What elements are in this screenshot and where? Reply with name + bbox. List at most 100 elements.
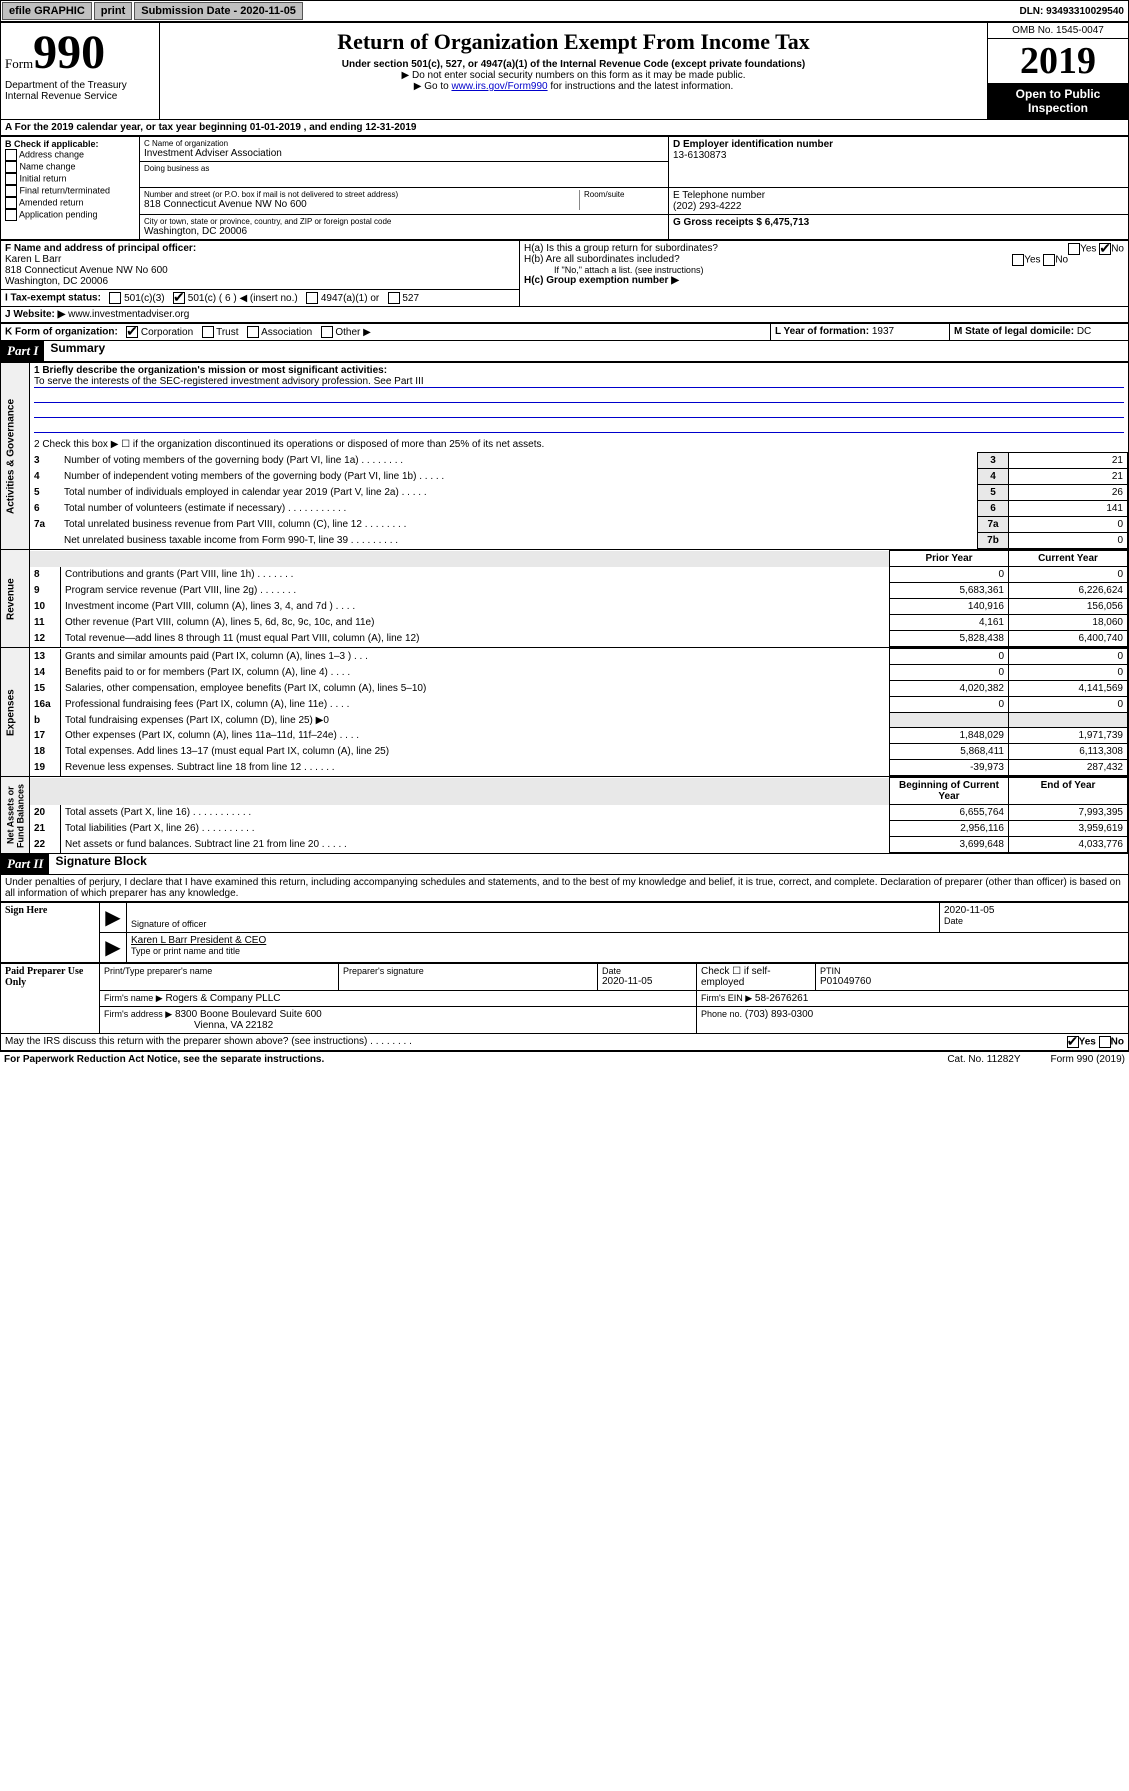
addr-label: Number and street (or P.O. box if mail i… — [144, 190, 579, 199]
k-opt[interactable]: Other ▶ — [312, 327, 371, 338]
hc: H(c) Group exemption number ▶ — [524, 275, 1124, 286]
mission-blank-line — [34, 388, 1124, 403]
efile-button[interactable]: efile GRAPHIC — [2, 2, 92, 20]
irs-link[interactable]: www.irs.gov/Form990 — [451, 81, 547, 92]
mission-blank-line — [34, 403, 1124, 418]
sign-here-block: Sign Here ▶ Signature of officer 2020-11… — [0, 902, 1129, 963]
preparer-sig-label: Preparer's signature — [343, 966, 593, 976]
box-b-item[interactable]: Application pending — [5, 209, 135, 221]
tax-status-opt[interactable]: 527 — [379, 293, 419, 304]
table-header-row: Beginning of Current YearEnd of Year — [30, 778, 1128, 805]
hb-no-checkbox[interactable] — [1043, 254, 1055, 266]
org-name: Investment Adviser Association — [144, 148, 664, 159]
hb-yes-checkbox[interactable] — [1012, 254, 1024, 266]
sidebar-governance: Activities & Governance — [1, 363, 30, 550]
print-button[interactable]: print — [94, 2, 132, 20]
form-title: Return of Organization Exempt From Incom… — [164, 29, 983, 55]
paid-preparer-label: Paid Preparer Use Only — [1, 964, 100, 1034]
footer-formref: Form 990 (2019) — [1051, 1054, 1125, 1065]
form-header: Form990 Department of the Treasury Inter… — [0, 22, 1129, 120]
tax-status-opt[interactable]: 501(c) ( 6 ) ◀ (insert no.) — [165, 293, 298, 304]
omb-number: OMB No. 1545-0047 — [988, 23, 1128, 39]
firm-ein: 58-2676261 — [755, 993, 808, 1004]
table-row: 4Number of independent voting members of… — [30, 469, 1128, 485]
note-link: ▶ Go to www.irs.gov/Form990 for instruct… — [164, 81, 983, 92]
k-opt[interactable]: Corporation — [121, 327, 194, 338]
box-b-item[interactable]: Final return/terminated — [5, 185, 135, 197]
sig-officer-label: Signature of officer — [131, 919, 935, 929]
footer-catno: Cat. No. 11282Y — [947, 1054, 1020, 1065]
tax-status-opt[interactable]: 4947(a)(1) or — [298, 293, 379, 304]
preparer-name-label: Print/Type preparer's name — [104, 966, 334, 976]
table-row: Net unrelated business taxable income fr… — [30, 533, 1128, 549]
room-label: Room/suite — [584, 190, 664, 199]
officer-addr2: Washington, DC 20006 — [5, 276, 515, 287]
firm-ein-label: Firm's EIN ▶ — [701, 993, 752, 1003]
table-row: 14Benefits paid to or for members (Part … — [30, 665, 1128, 681]
table-row: 15Salaries, other compensation, employee… — [30, 681, 1128, 697]
open-public: Open to Public Inspection — [988, 83, 1128, 119]
submission-date: Submission Date - 2020-11-05 — [134, 2, 303, 20]
table-row: 11Other revenue (Part VIII, column (A), … — [30, 615, 1128, 631]
table-row: 6Total number of volunteers (estimate if… — [30, 501, 1128, 517]
box-b-item[interactable]: Amended return — [5, 197, 135, 209]
mission-blank-line — [34, 418, 1124, 433]
ha-no-checkbox[interactable] — [1099, 243, 1111, 255]
discuss-yes-checkbox[interactable] — [1067, 1036, 1079, 1048]
note-ssn: ▶ Do not enter social security numbers o… — [164, 70, 983, 81]
revenue-table: Prior YearCurrent Year8Contributions and… — [30, 550, 1128, 647]
klm-row: K Form of organization: Corporation Trus… — [0, 323, 1129, 341]
table-row: 5Total number of individuals employed in… — [30, 485, 1128, 501]
org-address: 818 Connecticut Avenue NW No 600 — [144, 199, 579, 210]
box-b-label: B Check if applicable: — [5, 139, 135, 149]
part1-header: Part ISummary — [0, 341, 1129, 362]
dba-label: Doing business as — [144, 164, 664, 173]
box-b-item[interactable]: Address change — [5, 149, 135, 161]
k-opt[interactable]: Trust — [193, 327, 238, 338]
sidebar-expenses: Expenses — [1, 648, 30, 777]
form-subtitle: Under section 501(c), 527, or 4947(a)(1)… — [164, 59, 983, 70]
mission-text: To serve the interests of the SEC-regist… — [34, 376, 1124, 388]
hb-note: If "No," attach a list. (see instruction… — [524, 265, 1124, 275]
box-e-label: E Telephone number — [673, 190, 1124, 201]
table-row: 18Total expenses. Add lines 13–17 (must … — [30, 744, 1128, 760]
tax-year: 2019 — [988, 39, 1128, 83]
table-row: 8Contributions and grants (Part VIII, li… — [30, 567, 1128, 583]
firm-name-label: Firm's name ▶ — [104, 993, 163, 1003]
table-row: 7aTotal unrelated business revenue from … — [30, 517, 1128, 533]
footer-paperwork: For Paperwork Reduction Act Notice, see … — [4, 1054, 324, 1065]
sidebar-revenue: Revenue — [1, 550, 30, 648]
ein: 13-6130873 — [673, 150, 1124, 161]
box-f-label: F Name and address of principal officer: — [5, 243, 515, 254]
box-d-label: D Employer identification number — [673, 139, 1124, 150]
table-row: 3Number of voting members of the governi… — [30, 453, 1128, 469]
telephone: (202) 293-4222 — [673, 201, 1124, 212]
firm-name: Rogers & Company PLLC — [165, 993, 280, 1004]
table-row: 16aProfessional fundraising fees (Part I… — [30, 697, 1128, 713]
k-opt[interactable]: Association — [239, 327, 313, 338]
table-row: 19Revenue less expenses. Subtract line 1… — [30, 760, 1128, 776]
city-label: City or town, state or province, country… — [144, 217, 664, 226]
tax-status-opt[interactable]: 501(c)(3) — [104, 293, 165, 304]
typed-name-label: Type or print name and title — [131, 946, 1124, 956]
sign-arrow-icon: ▶ — [100, 903, 127, 933]
ha-yes-checkbox[interactable] — [1068, 243, 1080, 255]
governance-table: 3Number of voting members of the governi… — [30, 452, 1128, 549]
firm-addr-label: Firm's address ▶ — [104, 1009, 172, 1019]
table-row: 21Total liabilities (Part X, line 26) . … — [30, 821, 1128, 837]
preparer-date: 2020-11-05 — [602, 976, 692, 987]
website-row: J Website: ▶ www.investmentadviser.org — [0, 307, 1129, 323]
form-number: Form990 — [5, 25, 155, 80]
line-2: 2 Check this box ▶ ☐ if the organization… — [34, 439, 1124, 450]
sign-arrow-icon: ▶ — [100, 933, 127, 963]
box-b-item[interactable]: Name change — [5, 161, 135, 173]
discuss-no-checkbox[interactable] — [1099, 1036, 1111, 1048]
box-b-item[interactable]: Initial return — [5, 173, 135, 185]
tax-status-row: I Tax-exempt status: 501(c)(3) 501(c) ( … — [1, 290, 520, 307]
website-link[interactable]: www.investmentadviser.org — [68, 309, 189, 320]
table-row: 10Investment income (Part VIII, column (… — [30, 599, 1128, 615]
firm-addr1: 8300 Boone Boulevard Suite 600 — [175, 1009, 322, 1020]
sig-date: 2020-11-05 — [944, 905, 1124, 916]
ptin: P01049760 — [820, 976, 1124, 987]
org-city: Washington, DC 20006 — [144, 226, 664, 237]
